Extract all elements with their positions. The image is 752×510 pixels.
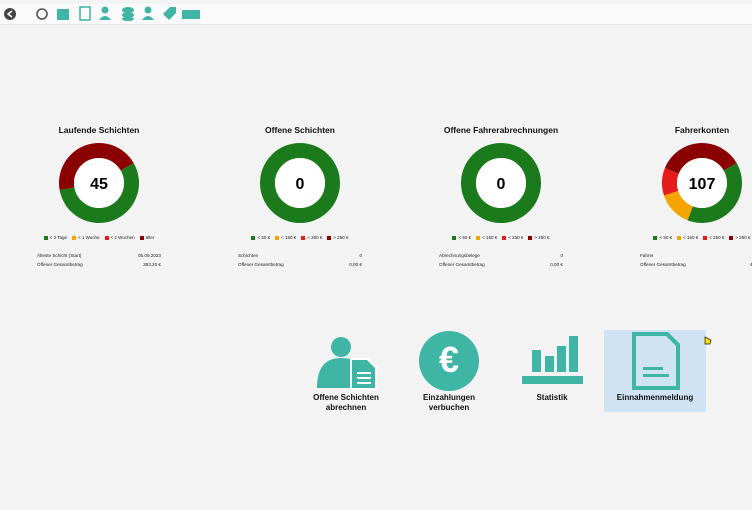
legend-label: < 250 € xyxy=(307,235,323,240)
action-label[interactable]: Offene Schichten abrechnen xyxy=(313,393,379,412)
info-value: 46 367 xyxy=(749,262,752,267)
legend-swatch xyxy=(452,235,457,240)
legend-item: < 50 € xyxy=(452,235,471,240)
info-label: Offener Gesamtbetrag xyxy=(37,262,83,267)
legend-swatch xyxy=(71,235,76,240)
action-label[interactable]: Einzahlungen verbuchen xyxy=(423,393,475,412)
donut-total: 0 xyxy=(497,176,506,193)
legend-item: < 3 Tage xyxy=(43,235,67,240)
action-icons[interactable]: € xyxy=(317,331,680,391)
info-value: 0 xyxy=(560,253,563,258)
legend-label: < 2 Wochen xyxy=(110,235,135,240)
legend-item: < 150 € xyxy=(275,235,296,240)
legend-item: < 2 Wochen xyxy=(104,235,135,240)
donut-segment xyxy=(662,167,679,196)
legend-label: < 50 € xyxy=(257,235,271,240)
legend-label: < 150 € xyxy=(482,235,498,240)
donut-segment xyxy=(687,163,742,223)
legend-item: < 250 € xyxy=(703,235,724,240)
legend-swatch xyxy=(476,235,481,240)
legend: < 50 € < 150 € < 250 € > 250 € xyxy=(225,235,375,240)
legend-item: < 250 € xyxy=(502,235,523,240)
widget-title: Offene Schichten xyxy=(265,125,335,135)
info-value: 0,00 € xyxy=(550,262,563,267)
legend-item: < 250 € xyxy=(301,235,322,240)
info-label: Offener Gesamtbetrag xyxy=(640,262,686,267)
legend-label: < 150 € xyxy=(281,235,297,240)
legend-label: < 1 Woche xyxy=(77,235,100,240)
svg-text:€: € xyxy=(439,339,459,380)
toolbar xyxy=(0,4,752,25)
legend-item: < 150 € xyxy=(677,235,698,240)
info-label: Offener Gesamtbetrag xyxy=(238,262,284,267)
donut-empty xyxy=(260,143,340,223)
legend-swatch xyxy=(251,235,256,240)
donut-segment xyxy=(664,143,737,174)
legend-label: > 250 € xyxy=(735,235,751,240)
cursor xyxy=(704,336,712,345)
info-label: Fahrer xyxy=(640,253,654,258)
info-label: Älteste Schicht (Start) xyxy=(37,253,82,258)
legend-swatch xyxy=(327,235,332,240)
info-value: 0,00 € xyxy=(349,262,362,267)
action-label[interactable]: Einnahmenmeldung xyxy=(616,393,694,402)
legend-swatch xyxy=(301,235,306,240)
legend-label: < 150 € xyxy=(683,235,699,240)
donut-segment xyxy=(59,163,139,224)
donut-hole xyxy=(476,158,526,208)
legend: < 50 € < 150 € < 250 € > 250 € xyxy=(627,235,752,240)
legend-swatch xyxy=(528,235,533,240)
legend-label: > 250 € xyxy=(333,235,349,240)
info-label: Abrechnungsbelege xyxy=(439,253,480,258)
widget-title: Laufende Schichten xyxy=(58,125,140,135)
legend-item: älter xyxy=(139,235,155,240)
legend: < 50 € < 150 € < 250 € > 250 € xyxy=(426,235,576,240)
legend-label: älter xyxy=(145,235,155,240)
legend-swatch xyxy=(275,235,280,240)
legend-swatch xyxy=(139,235,144,240)
info-label: Schichten xyxy=(238,253,259,258)
legend-swatch xyxy=(104,235,109,240)
donut-empty xyxy=(461,143,541,223)
widget-title: Offene Fahrerabrechnungen xyxy=(443,125,559,135)
widget-title: Fahrerkonten xyxy=(674,125,730,135)
legend-item: < 1 Woche xyxy=(71,235,100,240)
info-value: 0 xyxy=(359,253,362,258)
legend-swatch xyxy=(729,235,734,240)
legend-swatch xyxy=(677,235,682,240)
legend-swatch xyxy=(502,235,507,240)
legend-item: < 50 € xyxy=(653,235,672,240)
action-label[interactable]: Statistik xyxy=(536,393,568,402)
legend-label: > 250 € xyxy=(534,235,550,240)
legend-swatch xyxy=(653,235,658,240)
donut-total: 45 xyxy=(90,176,108,193)
toolbar-icons[interactable] xyxy=(4,6,200,22)
legend-label: < 50 € xyxy=(659,235,673,240)
info-value: 383,20 € xyxy=(143,262,161,267)
legend-swatch xyxy=(43,235,48,240)
legend-label: < 250 € xyxy=(508,235,524,240)
legend-item: < 150 € xyxy=(476,235,497,240)
legend-label: < 3 Tage xyxy=(49,235,67,240)
legend-item: > 250 € xyxy=(528,235,550,240)
legend-item: > 250 € xyxy=(729,235,751,240)
legend-label: < 50 € xyxy=(458,235,472,240)
legend-item: > 250 € xyxy=(327,235,349,240)
donut-segment xyxy=(664,190,693,221)
donut-segment xyxy=(59,143,134,190)
legend-item: < 50 € xyxy=(251,235,270,240)
info-label: Offener Gesamtbetrag xyxy=(439,262,485,267)
legend: < 3 Tage < 1 Woche < 2 Wochen älter xyxy=(24,235,174,240)
donut-hole xyxy=(677,158,727,208)
donut-total: 0 xyxy=(296,176,305,193)
info-value: 05.09.2023 xyxy=(138,253,161,258)
donut-total: 107 xyxy=(689,176,716,193)
donut-hole xyxy=(74,158,124,208)
legend-label: < 250 € xyxy=(709,235,725,240)
donut-hole xyxy=(275,158,325,208)
legend-swatch xyxy=(703,235,708,240)
